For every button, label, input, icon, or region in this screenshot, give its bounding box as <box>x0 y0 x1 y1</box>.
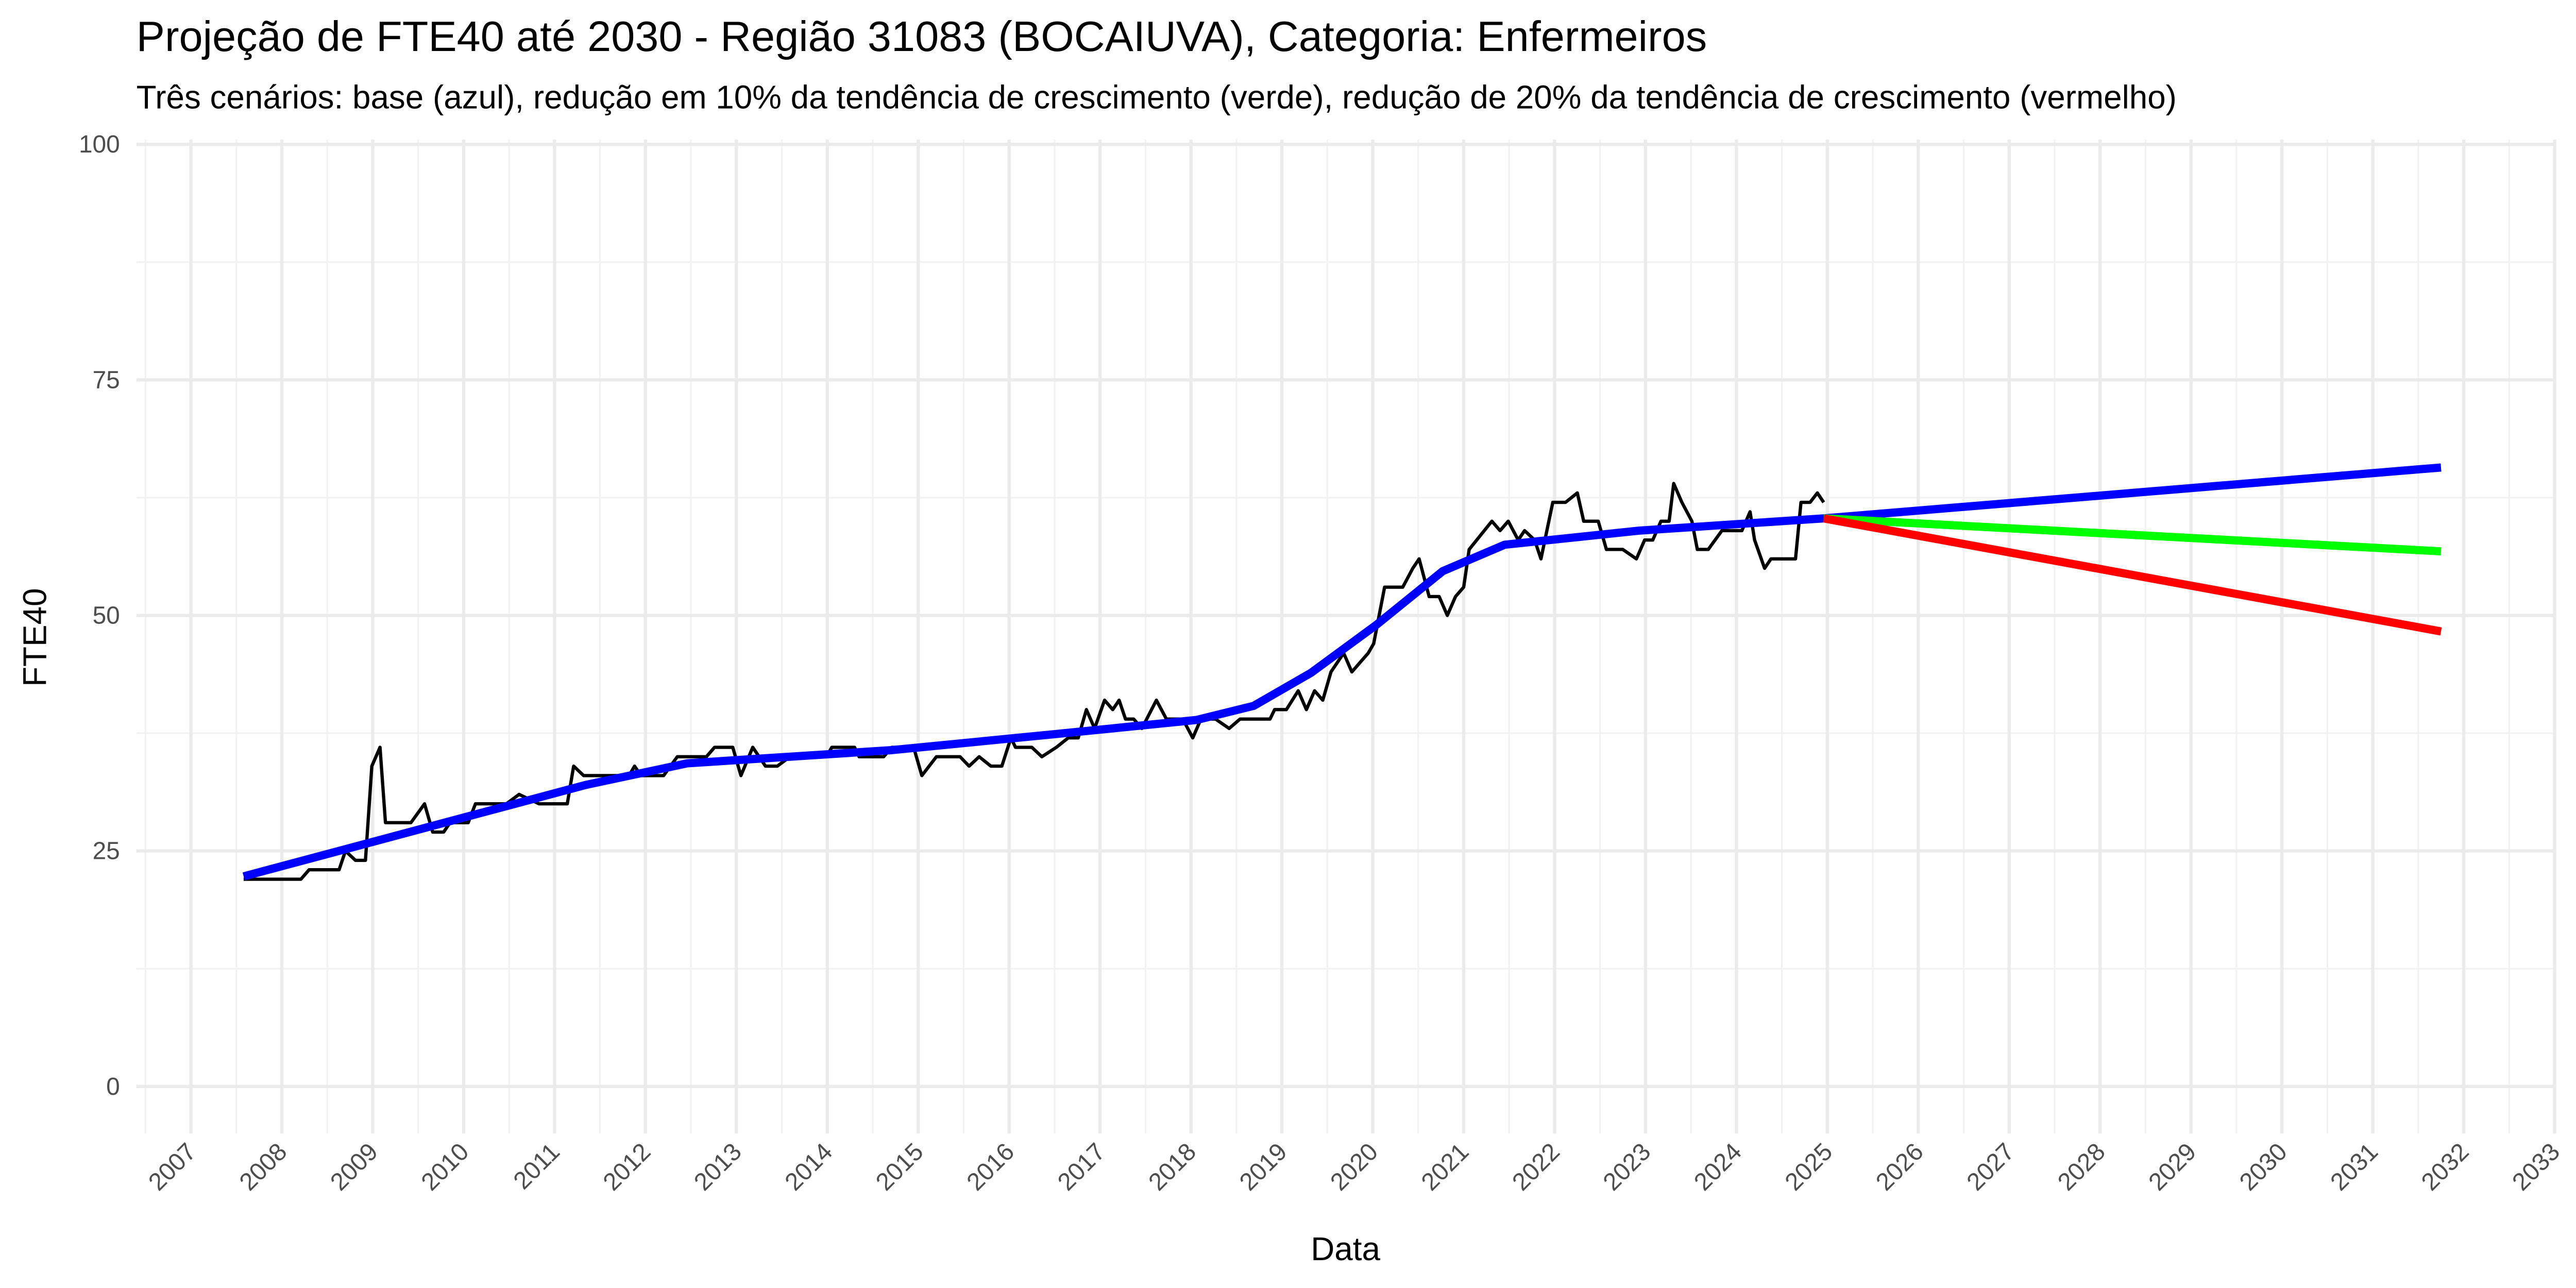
series-line <box>1823 514 2442 636</box>
y-tick-label: 100 <box>79 131 120 158</box>
x-tick-label: 2015 <box>871 1138 929 1196</box>
y-tick-label: 50 <box>93 602 120 629</box>
x-tick-label: 2007 <box>143 1138 201 1196</box>
x-tick-label: 2029 <box>2144 1138 2202 1196</box>
x-tick-label: 2019 <box>1234 1138 1293 1196</box>
x-tick-label: 2033 <box>2507 1138 2565 1196</box>
x-tick-label: 2021 <box>1416 1138 1475 1196</box>
y-tick-label: 75 <box>93 366 120 394</box>
x-tick-label: 2024 <box>1689 1138 1747 1196</box>
x-tick-label: 2011 <box>509 1138 565 1195</box>
x-tick-label: 2014 <box>780 1138 838 1196</box>
chart-title: Projeção de FTE40 até 2030 - Região 3108… <box>137 12 1707 60</box>
x-tick-label: 2016 <box>962 1138 1020 1196</box>
series-line <box>1823 514 2442 556</box>
series-line <box>242 463 2442 880</box>
x-tick-label: 2030 <box>2234 1138 2293 1196</box>
x-tick-label: 2031 <box>2325 1138 2383 1196</box>
x-tick-label: 2020 <box>1325 1138 1383 1196</box>
x-tick-label: 2027 <box>1962 1138 2020 1196</box>
y-tick-label: 25 <box>93 838 120 865</box>
x-tick-label: 2018 <box>1143 1138 1201 1196</box>
x-tick-label: 2025 <box>1780 1138 1838 1196</box>
grid <box>136 140 2556 1134</box>
x-tick-label: 2008 <box>234 1138 293 1196</box>
series-line <box>243 482 1825 881</box>
x-tick-label: 2022 <box>1507 1138 1565 1196</box>
x-axis-title: Data <box>1311 1230 1380 1267</box>
x-tick-label: 2032 <box>2416 1138 2475 1196</box>
x-tick-label: 2013 <box>689 1138 747 1196</box>
x-tick-label: 2023 <box>1598 1138 1656 1196</box>
x-tick-label: 2009 <box>325 1138 383 1196</box>
chart-subtitle: Três cenários: base (azul), redução em 1… <box>137 78 2177 115</box>
lines <box>242 463 2442 881</box>
x-tick-label: 2010 <box>416 1138 474 1196</box>
x-tick-label: 2026 <box>1871 1138 1929 1196</box>
y-tick-label: 0 <box>106 1073 120 1100</box>
x-tick-label: 2028 <box>2053 1138 2111 1196</box>
y-axis-title: FTE40 <box>16 588 53 687</box>
x-tick-label: 2012 <box>598 1138 656 1196</box>
x-tick-label: 2017 <box>1053 1138 1111 1196</box>
